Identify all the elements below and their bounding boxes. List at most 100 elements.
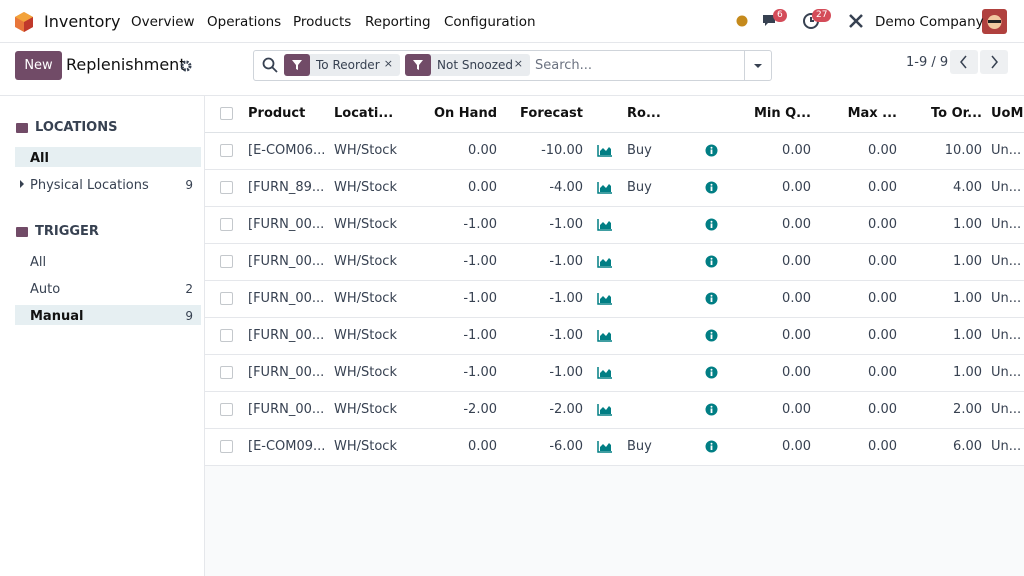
forecast-graph-icon[interactable]: [597, 366, 613, 383]
cell-location[interactable]: WH/Stock: [334, 402, 397, 417]
row-checkbox[interactable]: [220, 366, 233, 379]
column-header[interactable]: Locati...: [334, 106, 394, 121]
cell-product[interactable]: [E-COM09...: [248, 439, 326, 454]
info-icon[interactable]: [705, 292, 718, 309]
cell-min[interactable]: 0.00: [782, 365, 811, 380]
status-dot[interactable]: [736, 15, 748, 27]
cell-product[interactable]: [FURN_00...: [248, 291, 325, 306]
cell-max[interactable]: 0.00: [868, 365, 897, 380]
column-header[interactable]: UoM: [991, 106, 1024, 121]
filter-label[interactable]: All: [30, 255, 47, 270]
cell-location[interactable]: WH/Stock: [334, 328, 397, 343]
filter-label[interactable]: Physical Locations: [30, 178, 149, 193]
cell-min[interactable]: 0.00: [782, 143, 811, 158]
new-button[interactable]: New: [15, 51, 62, 80]
cell-product[interactable]: [FURN_89...: [248, 180, 325, 195]
forecast-graph-icon[interactable]: [597, 329, 613, 346]
row-checkbox[interactable]: [220, 255, 233, 268]
expand-caret[interactable]: [20, 180, 24, 188]
debug-icon[interactable]: [847, 12, 865, 30]
cell-uom[interactable]: Un...: [991, 328, 1022, 343]
info-icon[interactable]: [705, 403, 718, 420]
column-header[interactable]: Ro...: [627, 106, 661, 121]
search-box[interactable]: [253, 50, 772, 81]
filter-item[interactable]: [15, 147, 201, 167]
cell-to-order[interactable]: 1.00: [953, 291, 982, 306]
cell-max[interactable]: 0.00: [868, 180, 897, 195]
cell-min[interactable]: 0.00: [782, 291, 811, 306]
cell-route[interactable]: Buy: [627, 439, 652, 454]
column-header[interactable]: Max ...: [847, 106, 897, 121]
messages-icon[interactable]: [761, 13, 779, 29]
cell-to-order[interactable]: 10.00: [944, 143, 982, 158]
menu-item[interactable]: Reporting: [365, 14, 431, 30]
cell-max[interactable]: 0.00: [868, 217, 897, 232]
cell-min[interactable]: 0.00: [782, 402, 811, 417]
column-header[interactable]: On Hand: [433, 106, 497, 121]
cell-max[interactable]: 0.00: [868, 402, 897, 417]
filter-label[interactable]: Manual: [30, 309, 84, 324]
forecast-graph-icon[interactable]: [597, 218, 613, 235]
info-icon[interactable]: [705, 255, 718, 272]
cell-product[interactable]: [FURN_00...: [248, 254, 325, 269]
forecast-graph-icon[interactable]: [597, 403, 613, 420]
cell-to-order[interactable]: 1.00: [953, 365, 982, 380]
menu-item[interactable]: Overview: [131, 14, 195, 30]
company-name[interactable]: Demo Company: [875, 14, 984, 30]
cell-on-hand[interactable]: -1.00: [463, 328, 497, 343]
facet-remove[interactable]: ×: [513, 57, 523, 70]
cell-forecast[interactable]: -1.00: [549, 254, 583, 269]
cell-location[interactable]: WH/Stock: [334, 365, 397, 380]
cell-min[interactable]: 0.00: [782, 217, 811, 232]
cell-to-order[interactable]: 1.00: [953, 254, 982, 269]
column-header[interactable]: Forecast: [520, 106, 583, 121]
cell-to-order[interactable]: 2.00: [953, 402, 982, 417]
pager-value[interactable]: 1-9 / 9: [906, 55, 949, 70]
cell-uom[interactable]: Un...: [991, 402, 1022, 417]
row-checkbox[interactable]: [220, 329, 233, 342]
cell-to-order[interactable]: 4.00: [953, 180, 982, 195]
info-icon[interactable]: [705, 366, 718, 383]
info-icon[interactable]: [705, 181, 718, 198]
cell-max[interactable]: 0.00: [868, 328, 897, 343]
pager-prev[interactable]: [950, 50, 978, 74]
cell-on-hand[interactable]: -1.00: [463, 365, 497, 380]
cell-product[interactable]: [FURN_00...: [248, 365, 325, 380]
cell-forecast[interactable]: -1.00: [549, 291, 583, 306]
menu-item[interactable]: Configuration: [444, 14, 536, 30]
cell-uom[interactable]: Un...: [991, 291, 1022, 306]
cell-max[interactable]: 0.00: [868, 291, 897, 306]
cell-forecast[interactable]: -1.00: [549, 365, 583, 380]
cell-on-hand[interactable]: -1.00: [463, 217, 497, 232]
row-checkbox[interactable]: [220, 403, 233, 416]
column-header[interactable]: To Or...: [930, 106, 982, 121]
facet-remove[interactable]: ×: [383, 57, 393, 70]
cell-forecast[interactable]: -6.00: [549, 439, 583, 454]
info-icon[interactable]: [705, 144, 718, 161]
cell-to-order[interactable]: 6.00: [953, 439, 982, 454]
row-checkbox[interactable]: [220, 181, 233, 194]
column-header[interactable]: Product: [248, 106, 306, 121]
cell-location[interactable]: WH/Stock: [334, 439, 397, 454]
forecast-graph-icon[interactable]: [597, 292, 613, 309]
pager-next[interactable]: [980, 50, 1008, 74]
cell-max[interactable]: 0.00: [868, 254, 897, 269]
cell-location[interactable]: WH/Stock: [334, 254, 397, 269]
cell-uom[interactable]: Un...: [991, 439, 1022, 454]
cell-product[interactable]: [FURN_00...: [248, 402, 325, 417]
menu-item[interactable]: Products: [293, 14, 352, 30]
search-dropdown[interactable]: [744, 51, 771, 80]
cell-on-hand[interactable]: -2.00: [463, 402, 497, 417]
info-icon[interactable]: [705, 218, 718, 235]
cell-min[interactable]: 0.00: [782, 439, 811, 454]
row-checkbox[interactable]: [220, 144, 233, 157]
row-checkbox[interactable]: [220, 218, 233, 231]
row-checkbox[interactable]: [220, 292, 233, 305]
cell-max[interactable]: 0.00: [868, 143, 897, 158]
menu-item[interactable]: Operations: [207, 14, 282, 30]
cell-product[interactable]: [FURN_00...: [248, 217, 325, 232]
cell-on-hand[interactable]: 0.00: [468, 143, 497, 158]
cell-product[interactable]: [FURN_00...: [248, 328, 325, 343]
column-header[interactable]: Min Q...: [753, 106, 811, 121]
cell-uom[interactable]: Un...: [991, 254, 1022, 269]
